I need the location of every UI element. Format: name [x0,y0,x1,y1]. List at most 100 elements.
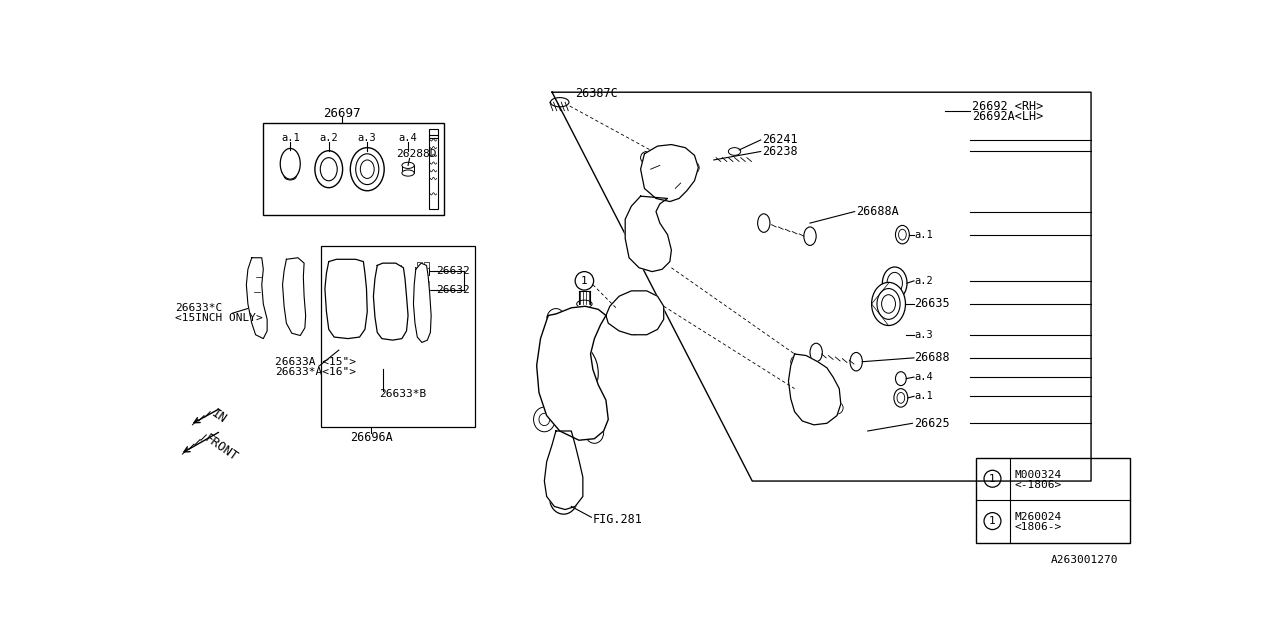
Text: M000324: M000324 [1014,470,1061,480]
Bar [349,259,356,264]
Text: a.1: a.1 [280,133,300,143]
Text: M260024: M260024 [1014,512,1061,522]
Text: 26241: 26241 [763,133,797,147]
Ellipse shape [557,491,571,506]
Text: 26288D: 26288D [397,148,436,159]
Ellipse shape [335,286,357,314]
Bar [339,259,344,264]
Ellipse shape [728,148,741,156]
Ellipse shape [758,214,771,232]
Ellipse shape [804,227,817,245]
Bar [252,268,262,273]
Bar [264,123,444,216]
Bar [975,458,1129,543]
Ellipse shape [552,314,561,324]
Bar [415,267,429,275]
Bar [402,165,415,173]
Ellipse shape [893,388,908,407]
Polygon shape [325,259,367,339]
Polygon shape [283,258,306,335]
Text: a.2: a.2 [914,276,933,286]
Ellipse shape [559,356,588,390]
Polygon shape [640,145,699,202]
Ellipse shape [636,232,652,252]
Text: a.1: a.1 [914,230,933,239]
Ellipse shape [831,402,844,414]
Text: 26688: 26688 [914,351,950,364]
Bar [321,246,475,427]
Ellipse shape [882,294,896,313]
Polygon shape [374,263,408,340]
Circle shape [575,271,594,290]
Text: a.1: a.1 [914,391,933,401]
Ellipse shape [402,163,415,168]
Ellipse shape [850,353,863,371]
Text: 26632: 26632 [436,285,470,295]
Text: 26633A <15">: 26633A <15"> [275,356,356,367]
Text: 26692A<LH>: 26692A<LH> [972,110,1043,124]
Ellipse shape [351,148,384,191]
Text: 26238: 26238 [763,145,797,158]
Text: 1: 1 [989,474,996,484]
Ellipse shape [687,161,699,174]
Ellipse shape [549,342,598,404]
Bar [806,408,824,419]
Text: a.3: a.3 [358,133,376,143]
Text: 26633*C: 26633*C [175,303,221,313]
Text: IN: IN [210,406,229,426]
Ellipse shape [640,152,653,164]
Ellipse shape [379,292,402,323]
Text: 26633*A<16">: 26633*A<16"> [275,367,356,377]
Polygon shape [625,196,672,271]
Ellipse shape [549,483,577,514]
Ellipse shape [383,312,398,331]
Text: a.4: a.4 [398,133,417,143]
Ellipse shape [617,292,652,335]
Text: 26692 <RH>: 26692 <RH> [972,100,1043,113]
Polygon shape [788,354,841,425]
Polygon shape [605,291,664,335]
Ellipse shape [899,229,906,240]
Text: <-1806>: <-1806> [1014,480,1061,490]
Bar [381,266,401,273]
Ellipse shape [791,356,803,368]
Ellipse shape [897,392,905,403]
Bar [337,262,358,269]
Ellipse shape [402,170,415,176]
Text: 26688A: 26688A [856,205,899,218]
Ellipse shape [660,167,676,187]
Ellipse shape [284,172,297,180]
Text: FRONT: FRONT [202,432,239,464]
Ellipse shape [896,372,906,385]
Text: <1806->: <1806-> [1014,522,1061,532]
Bar [429,129,438,209]
Ellipse shape [534,407,556,432]
Text: a.3: a.3 [914,330,933,340]
Bar [417,281,422,287]
Ellipse shape [282,168,298,175]
Ellipse shape [361,160,374,179]
Ellipse shape [872,282,905,326]
Bar [424,281,429,287]
Text: 26635: 26635 [914,298,950,310]
Ellipse shape [652,157,684,196]
Polygon shape [544,431,582,509]
Text: 26633*B: 26633*B [379,389,426,399]
Text: A263001270: A263001270 [1051,556,1117,565]
Ellipse shape [810,343,822,362]
Text: 1: 1 [581,276,588,286]
Bar [291,268,300,274]
Ellipse shape [547,308,566,330]
Ellipse shape [577,300,593,308]
Text: FIG.281: FIG.281 [593,513,643,526]
Ellipse shape [887,273,902,294]
Ellipse shape [320,157,337,180]
Polygon shape [246,258,268,339]
Circle shape [984,470,1001,487]
Text: 26632: 26632 [436,266,470,276]
Ellipse shape [280,148,301,179]
Text: 26625: 26625 [914,417,950,430]
Ellipse shape [896,225,909,244]
Text: <15INCH ONLY>: <15INCH ONLY> [175,313,262,323]
Ellipse shape [539,413,549,426]
